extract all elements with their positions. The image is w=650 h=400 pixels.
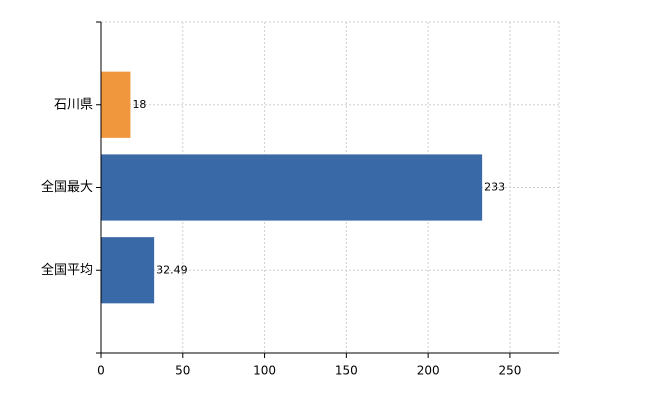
y-tick-label: 石川県 xyxy=(54,97,93,112)
bar xyxy=(101,237,155,304)
data-label: 18 xyxy=(132,98,146,111)
x-tick-label: 0 xyxy=(97,364,105,378)
y-tick-label: 全国平均 xyxy=(41,262,93,278)
y-tick-label: 全国最大 xyxy=(41,179,93,195)
x-tick-label: 50 xyxy=(175,364,190,378)
x-tick-label: 150 xyxy=(335,364,358,378)
x-tick-label: 100 xyxy=(253,364,276,378)
data-label: 233 xyxy=(484,181,505,194)
x-tick-label: 250 xyxy=(498,364,521,378)
bar xyxy=(101,71,131,138)
bar xyxy=(101,154,483,221)
x-tick-label: 200 xyxy=(417,364,440,378)
data-label: 32.49 xyxy=(156,263,188,276)
